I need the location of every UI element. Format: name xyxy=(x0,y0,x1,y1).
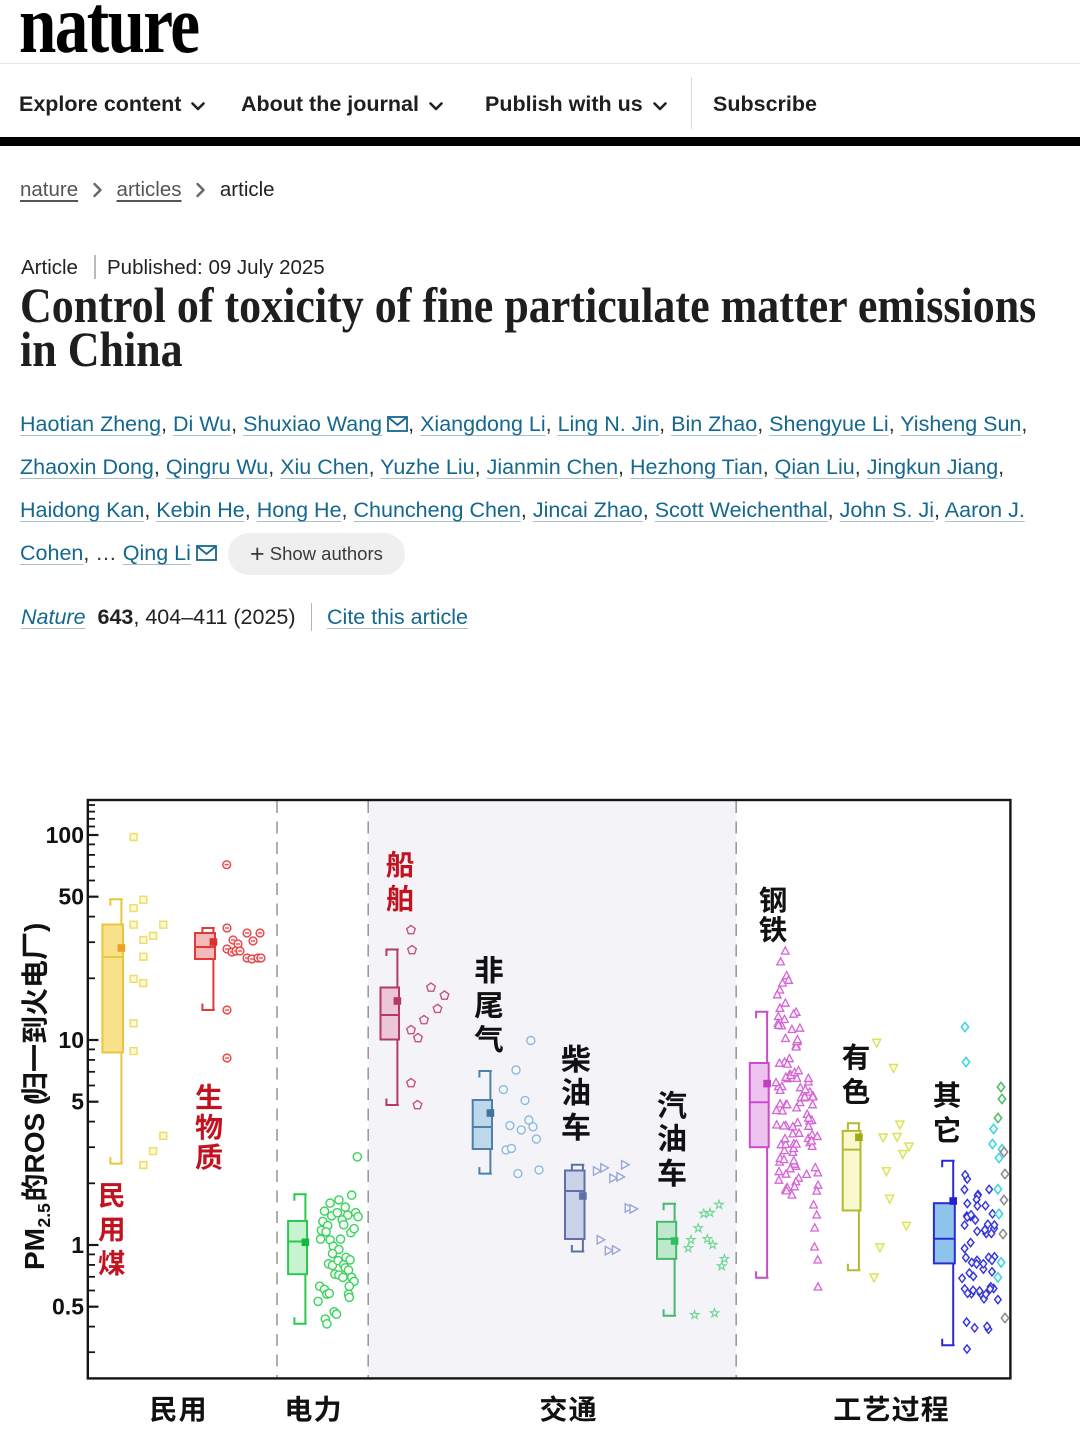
svg-text:PM: PM xyxy=(19,1228,50,1270)
svg-text:2.5: 2.5 xyxy=(34,1203,54,1228)
svg-text:): ) xyxy=(19,923,50,932)
svg-text:50: 50 xyxy=(58,884,84,910)
svg-text:1: 1 xyxy=(71,1232,84,1258)
svg-text:5: 5 xyxy=(71,1089,84,1115)
svg-text:ROS (: ROS ( xyxy=(19,1095,50,1173)
svg-text:0.5: 0.5 xyxy=(52,1294,84,1320)
svg-text:10: 10 xyxy=(58,1027,84,1053)
svg-text:100: 100 xyxy=(46,822,84,848)
